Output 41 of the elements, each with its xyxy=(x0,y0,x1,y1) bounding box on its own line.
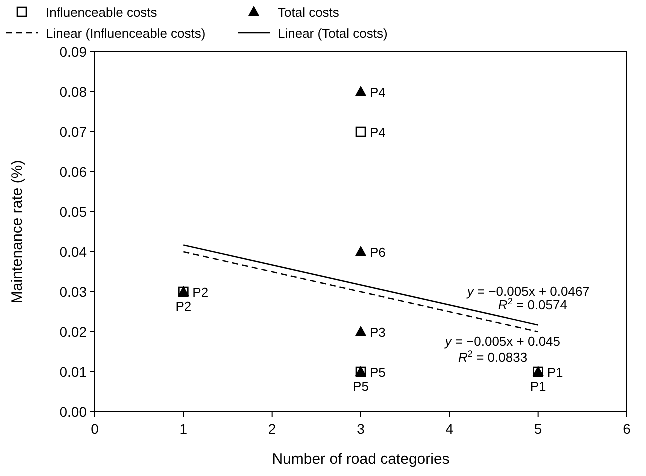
annotation: P4 xyxy=(370,125,386,140)
annotation: P2 xyxy=(192,285,209,300)
y-tick-label: 0.03 xyxy=(60,284,88,300)
annotation: P5 xyxy=(370,365,386,380)
x-axis-title: Number of road categories xyxy=(272,451,450,468)
x-tick-label: 6 xyxy=(623,421,632,437)
annotation: R$^{2}$ = 0.0574 xyxy=(498,296,568,313)
legend-label: Influenceable costs xyxy=(46,5,158,20)
y-tick-label: 0.04 xyxy=(60,244,88,260)
point xyxy=(356,326,366,336)
point xyxy=(356,246,366,256)
annotation: y = −0.005x + 0.0467 xyxy=(466,284,590,299)
point xyxy=(356,126,366,138)
annotation: P1 xyxy=(530,379,546,394)
legend-label: Linear (Total costs) xyxy=(278,26,388,41)
y-tick-label: 0.08 xyxy=(60,84,88,100)
legend-label: Total costs xyxy=(278,5,340,20)
annotation: P2 xyxy=(176,299,192,314)
x-tick-label: 5 xyxy=(534,421,542,437)
x-tick-label: 0 xyxy=(91,421,100,437)
x-tick-label: 3 xyxy=(357,421,366,437)
y-tick-label: 0.02 xyxy=(60,324,88,340)
y-tick-label: 0.01 xyxy=(60,364,88,380)
annotation: P5 xyxy=(353,379,369,394)
annotation: y = −0.005x + 0.045 xyxy=(444,334,561,349)
annotation: P4 xyxy=(370,85,386,100)
y-tick-label: 0.06 xyxy=(60,164,88,180)
annotation: R$^{2}$ = 0.0833 xyxy=(458,349,528,365)
legend-label: Linear (Influenceable costs) xyxy=(46,26,206,41)
annotation: P3 xyxy=(370,325,386,340)
annotation: P1 xyxy=(547,365,564,380)
y-tick-label: 0.05 xyxy=(60,204,88,220)
x-tick-label: 2 xyxy=(268,421,276,437)
y-tick-label: 0.00 xyxy=(60,404,88,420)
y-tick-label: 0.07 xyxy=(60,124,88,140)
x-tick-label: 1 xyxy=(180,421,188,437)
y-tick-label: 0.09 xyxy=(60,44,88,60)
annotation: P6 xyxy=(370,245,386,260)
point xyxy=(356,86,366,96)
y-axis-title: Maintenance rate (%) xyxy=(9,160,26,304)
x-tick-label: 4 xyxy=(446,421,454,437)
